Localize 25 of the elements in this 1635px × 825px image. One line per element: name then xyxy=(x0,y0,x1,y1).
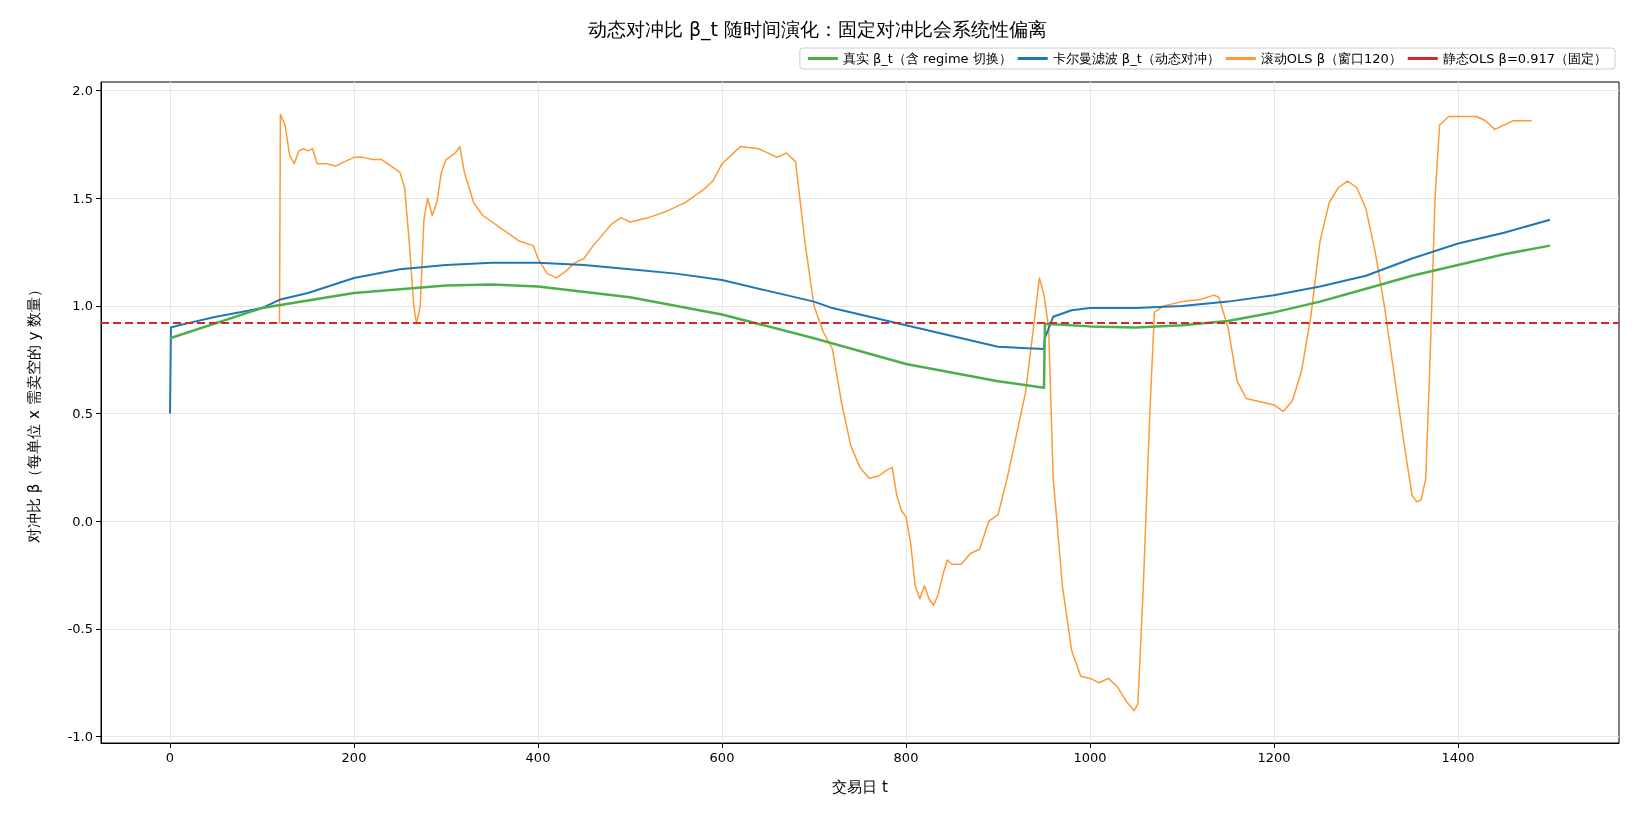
y-tick-label: 1.0 xyxy=(72,298,93,314)
y-tick-label: 0.0 xyxy=(72,513,93,529)
x-tick-label: 1000 xyxy=(1073,750,1107,765)
x-tick-label: 600 xyxy=(709,750,735,765)
y-tick-label: -0.5 xyxy=(67,621,93,637)
line-series xyxy=(169,218,1551,415)
y-tick-label: 2.0 xyxy=(72,83,93,99)
legend-label: 滚动OLS β（窗口120） xyxy=(1260,51,1402,66)
y-axis-title: 对冲比 β（每单位 x 需卖空的 y 数量） xyxy=(24,281,43,544)
chart-title: 动态对冲比 β_t 随时间演化：固定对冲比会系统性偏离 xyxy=(587,17,1048,41)
x-tick-label: 800 xyxy=(893,750,919,765)
x-tick-label: 1200 xyxy=(1257,750,1291,765)
line-series xyxy=(278,113,1533,712)
x-tick-label: 400 xyxy=(525,750,551,765)
legend-label: 真实 β_t（含 regime 切换） xyxy=(842,51,1012,66)
legend-label: 卡尔曼滤波 β_t（动态对冲） xyxy=(1052,51,1220,66)
y-tick-label: 1.5 xyxy=(72,190,93,206)
y-tick-label: -1.0 xyxy=(67,729,93,745)
x-axis-title: 交易日 t xyxy=(832,777,888,796)
legend-label: 静态OLS β=0.917（固定） xyxy=(1442,51,1607,66)
y-tick-label: 0.5 xyxy=(72,406,93,422)
x-tick-label: 200 xyxy=(341,750,367,765)
line-series xyxy=(168,244,1552,389)
x-tick-label: 1400 xyxy=(1441,750,1475,765)
x-tick-label: 0 xyxy=(165,750,175,765)
